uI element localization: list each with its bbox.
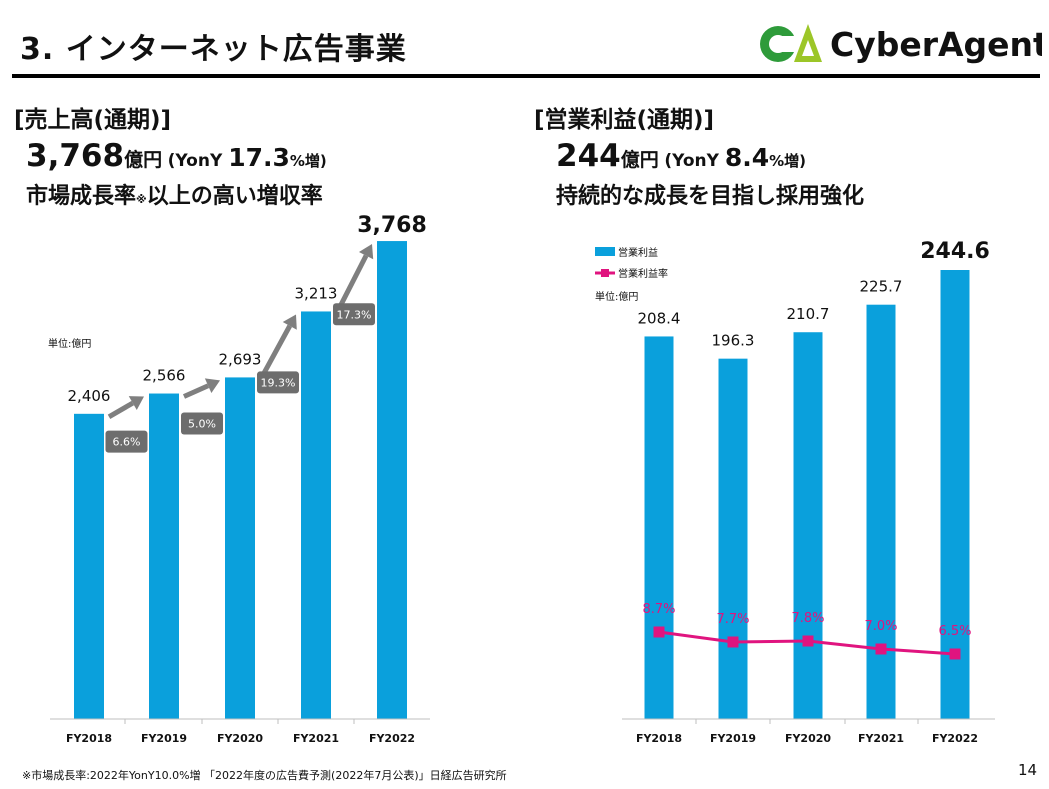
legend-swatch-bar xyxy=(595,247,615,256)
profit-subline: 持続的な成長を目指し採用強化 xyxy=(556,184,865,209)
revenue-xtick-FY2022: FY2022 xyxy=(369,732,415,745)
profit-xtick-FY2021: FY2021 xyxy=(858,732,904,745)
margin-marker-FY2018 xyxy=(653,626,665,638)
margin-label-FY2021: 7.0% xyxy=(864,619,897,634)
revenue-unit-label: 単位:億円 xyxy=(48,337,91,350)
revenue-value-label-FY2019: 2,566 xyxy=(143,367,186,385)
profit-bar-FY2019 xyxy=(718,358,748,719)
revenue-headline-value: 3,768 xyxy=(26,138,125,174)
growth-arrow-2 xyxy=(257,324,292,382)
cyberagent-logo: CyberAgent xyxy=(760,24,1042,64)
revenue-xtick-FY2018: FY2018 xyxy=(66,732,112,745)
logo-text: CyberAgent xyxy=(830,25,1042,64)
growth-badge-label-1: 5.0% xyxy=(188,417,216,430)
growth-badge-label-2: 19.3% xyxy=(261,376,296,389)
page-title: 3. インターネット広告事業 xyxy=(20,32,407,67)
profit-value-label-FY2022: 244.6 xyxy=(920,239,990,264)
growth-badge-0 xyxy=(105,430,148,453)
legend-label-bar: 営業利益 xyxy=(618,246,658,259)
profit-bar-FY2018 xyxy=(644,336,674,719)
revenue-value-label-FY2020: 2,693 xyxy=(219,350,262,368)
margin-label-FY2018: 8.7% xyxy=(642,602,675,617)
growth-badge-3 xyxy=(333,303,375,326)
profit-bar-FY2020 xyxy=(793,332,823,719)
growth-badge-label-3: 17.3% xyxy=(337,308,372,321)
growth-arrow-head-1 xyxy=(204,378,220,394)
profit-bar-FY2022 xyxy=(940,270,970,719)
revenue-value-label-FY2021: 3,213 xyxy=(295,284,338,302)
profit-yoy-prefix: (YonY xyxy=(664,151,725,171)
profit-headline: 244億円 (YonY 8.4%増) xyxy=(556,138,806,174)
revenue-bar-FY2022 xyxy=(377,241,407,719)
profit-xtick-FY2022: FY2022 xyxy=(932,732,978,745)
margin-marker-FY2020 xyxy=(802,635,814,647)
title-divider xyxy=(12,74,1040,78)
margin-label-FY2022: 6.5% xyxy=(938,624,971,639)
margin-marker-FY2019 xyxy=(727,636,739,648)
revenue-xtick-FY2021: FY2021 xyxy=(293,732,339,745)
profit-xtick-FY2018: FY2018 xyxy=(636,732,682,745)
footnote-mark: ※ xyxy=(136,193,147,206)
revenue-section-title: [売上高(通期)] xyxy=(14,107,172,133)
margin-label-FY2020: 7.8% xyxy=(791,611,824,626)
revenue-headline: 3,768億円 (YonY 17.3%増) xyxy=(26,138,327,174)
profit-section-title: [営業利益(通期)] xyxy=(534,107,715,133)
growth-badge-1 xyxy=(181,412,223,435)
footnote: ※市場成長率:2022年YonY10.0%増 「2022年度の広告費予測(202… xyxy=(22,769,507,782)
profit-yoy-suffix: %増) xyxy=(769,152,807,170)
growth-arrow-0 xyxy=(107,400,135,419)
legend-label-line: 営業利益率 xyxy=(618,267,668,280)
profit-headline-value: 244 xyxy=(556,138,621,174)
revenue-subline-pre: 市場成長率 xyxy=(26,184,137,209)
growth-badge-2 xyxy=(257,371,299,394)
revenue-bar-FY2021 xyxy=(301,311,331,719)
margin-marker-FY2021 xyxy=(875,643,887,655)
profit-value-label-FY2020: 210.7 xyxy=(787,305,830,323)
profit-bar-FY2021 xyxy=(866,304,896,719)
profit-value-label-FY2018: 208.4 xyxy=(638,309,681,327)
revenue-bar-FY2018 xyxy=(74,413,104,719)
profit-yoy-value: 8.4 xyxy=(724,143,770,172)
page-number: 14 xyxy=(1018,761,1038,779)
revenue-xtick-FY2020: FY2020 xyxy=(217,732,263,745)
revenue-yoy-prefix: (YonY xyxy=(167,151,229,171)
margin-label-FY2019: 7.7% xyxy=(716,612,749,627)
profit-xtick-FY2020: FY2020 xyxy=(785,732,831,745)
revenue-chart: 単位:億円 2,406 FY2018 2,566 FY2019 2,693 FY2020 3,… xyxy=(48,213,430,745)
profit-value-label-FY2019: 196.3 xyxy=(712,332,755,350)
legend-swatch-marker xyxy=(601,269,609,277)
revenue-subline: 市場成長率※以上の高い増収率 xyxy=(26,178,323,210)
growth-arrow-1 xyxy=(182,383,210,399)
profit-xtick-FY2019: FY2019 xyxy=(710,732,756,745)
profit-value-label-FY2021: 225.7 xyxy=(860,278,903,296)
profit-headline-unit: 億円 xyxy=(620,149,659,171)
revenue-value-label-FY2022: 3,768 xyxy=(357,213,427,238)
revenue-yoy-value: 17.3 xyxy=(228,143,290,172)
growth-arrow-head-3 xyxy=(358,244,374,260)
margin-marker-FY2022 xyxy=(949,648,961,660)
revenue-xtick-FY2019: FY2019 xyxy=(141,732,187,745)
growth-badge-label-0: 6.6% xyxy=(113,436,141,449)
revenue-subline-post: 以上の高い増収率 xyxy=(146,184,323,209)
growth-arrow-head-0 xyxy=(128,396,144,410)
growth-arrow-head-2 xyxy=(282,314,297,330)
profit-unit-label: 単位:億円 xyxy=(595,290,638,303)
revenue-bar-FY2020 xyxy=(225,377,255,719)
revenue-bar-FY2019 xyxy=(149,393,179,719)
revenue-yoy-suffix: %増) xyxy=(289,152,327,170)
revenue-value-label-FY2018: 2,406 xyxy=(68,387,111,405)
revenue-headline-unit: 億円 xyxy=(124,149,163,171)
